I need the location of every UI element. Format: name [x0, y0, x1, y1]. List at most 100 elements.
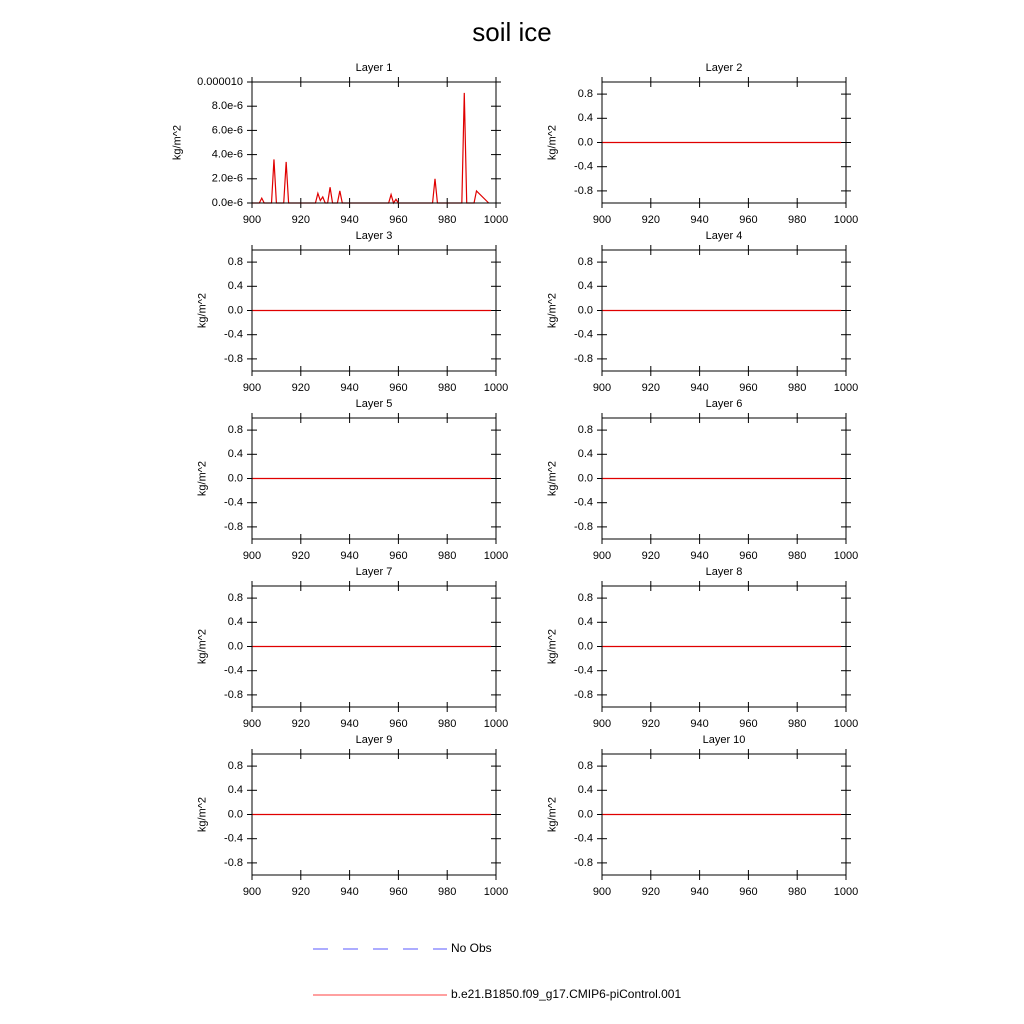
y-tick-label: -0.4 [574, 497, 593, 509]
x-tick-label: 980 [438, 718, 456, 730]
y-tick-label: -0.8 [574, 353, 593, 365]
y-tick-label: 0.8 [578, 256, 593, 268]
y-tick-label: -0.4 [224, 833, 243, 845]
y-axis-label: kg/m^2 [547, 461, 559, 496]
y-tick-label: 0.0 [228, 640, 243, 652]
y-tick-label: -0.4 [224, 497, 243, 509]
y-axis-label: kg/m^2 [547, 293, 559, 328]
x-tick-label: 940 [340, 550, 358, 562]
y-tick-label: -0.4 [224, 665, 243, 677]
y-tick-label: 0.0 [228, 472, 243, 484]
y-tick-label: 0.0 [578, 304, 593, 316]
x-tick-label: 900 [243, 550, 261, 562]
y-tick-label: 2.0e-6 [212, 173, 243, 185]
y-tick-label: -0.4 [224, 329, 243, 341]
x-tick-label: 920 [642, 550, 660, 562]
x-tick-label: 900 [593, 214, 611, 226]
y-tick-label: -0.8 [224, 689, 243, 701]
y-tick-label: 0.000010 [197, 76, 243, 88]
x-tick-label: 1000 [484, 886, 508, 898]
x-tick-label: 980 [438, 886, 456, 898]
x-tick-label: 980 [788, 214, 806, 226]
y-tick-label: 0.0 [578, 136, 593, 148]
x-tick-label: 900 [593, 550, 611, 562]
y-tick-label: -0.4 [574, 833, 593, 845]
plot-frame [601, 249, 847, 372]
x-tick-label: 1000 [834, 886, 858, 898]
x-tick-label: 940 [340, 214, 358, 226]
y-tick-label: 0.4 [578, 616, 593, 628]
x-tick-label: 1000 [834, 382, 858, 394]
x-tick-label: 1000 [484, 214, 508, 226]
panel-title: Layer 4 [706, 230, 743, 242]
x-tick-label: 980 [788, 718, 806, 730]
x-tick-label: 960 [739, 214, 757, 226]
plot-frame [251, 417, 497, 540]
x-tick-label: 960 [389, 886, 407, 898]
y-tick-label: 0.8 [578, 592, 593, 604]
plot-frame [601, 417, 847, 540]
y-axis-label: kg/m^2 [547, 125, 559, 160]
x-tick-label: 1000 [834, 550, 858, 562]
plot-frame [601, 585, 847, 708]
y-tick-label: -0.8 [224, 353, 243, 365]
y-tick-label: 0.4 [228, 784, 243, 796]
x-tick-label: 940 [690, 382, 708, 394]
x-tick-label: 980 [438, 382, 456, 394]
y-tick-label: 0.4 [578, 112, 593, 124]
y-tick-label: 0.0 [578, 640, 593, 652]
y-tick-label: -0.8 [574, 185, 593, 197]
y-tick-label: 0.8 [228, 760, 243, 772]
y-tick-label: -0.4 [574, 161, 593, 173]
y-tick-label: 0.0 [228, 808, 243, 820]
x-tick-label: 900 [593, 886, 611, 898]
legend-label: b.e21.B1850.f09_g17.CMIP6-piControl.001 [451, 987, 681, 1001]
x-tick-label: 1000 [834, 214, 858, 226]
y-tick-label: -0.4 [574, 665, 593, 677]
x-tick-label: 900 [243, 382, 261, 394]
x-tick-label: 940 [690, 718, 708, 730]
x-tick-label: 1000 [484, 382, 508, 394]
y-tick-label: 4.0e-6 [212, 149, 243, 161]
x-tick-label: 900 [243, 886, 261, 898]
x-tick-label: 1000 [484, 718, 508, 730]
y-tick-label: -0.8 [574, 857, 593, 869]
plot-frame [251, 249, 497, 372]
y-tick-label: 0.8 [228, 256, 243, 268]
y-tick-label: -0.8 [224, 521, 243, 533]
panel-title: Layer 2 [706, 62, 743, 74]
y-tick-label: -0.4 [574, 329, 593, 341]
x-tick-label: 920 [642, 214, 660, 226]
x-tick-label: 920 [292, 550, 310, 562]
y-tick-label: 6.0e-6 [212, 124, 243, 136]
x-tick-label: 900 [593, 718, 611, 730]
y-tick-label: -0.8 [574, 521, 593, 533]
data-line [252, 92, 490, 205]
panel-title: Layer 1 [356, 62, 393, 74]
x-tick-label: 920 [642, 886, 660, 898]
x-tick-label: 940 [690, 214, 708, 226]
plot-frame [251, 585, 497, 708]
x-tick-label: 1000 [484, 550, 508, 562]
panel-title: Layer 8 [706, 566, 743, 578]
y-axis-label: kg/m^2 [197, 797, 209, 832]
x-tick-label: 900 [243, 214, 261, 226]
y-tick-label: -0.8 [574, 689, 593, 701]
y-axis-label: kg/m^2 [172, 125, 184, 160]
y-tick-label: 0.0 [578, 472, 593, 484]
x-tick-label: 980 [788, 382, 806, 394]
x-tick-label: 940 [340, 886, 358, 898]
x-tick-label: 980 [788, 550, 806, 562]
y-tick-label: 0.4 [228, 448, 243, 460]
x-tick-label: 960 [739, 550, 757, 562]
x-tick-label: 960 [739, 382, 757, 394]
y-tick-label: 0.0 [228, 304, 243, 316]
y-tick-label: 0.8 [578, 760, 593, 772]
x-tick-label: 960 [389, 718, 407, 730]
y-axis-label: kg/m^2 [197, 629, 209, 664]
x-tick-label: 920 [292, 886, 310, 898]
x-tick-label: 920 [642, 718, 660, 730]
plot-frame [601, 81, 847, 204]
x-tick-label: 920 [292, 214, 310, 226]
